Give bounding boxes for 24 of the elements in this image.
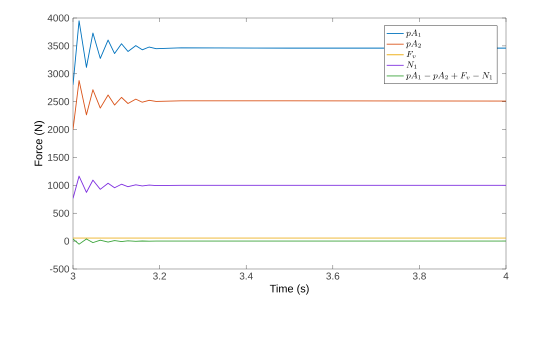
x-tick-label: 3.6 — [326, 272, 340, 280]
legend-label: $N_1$ — [406, 62, 417, 69]
legend-label: $pA_1$ — [406, 29, 421, 38]
y-tick-label: 2500 — [48, 98, 70, 106]
y-tick-label: 2000 — [48, 126, 70, 134]
x-tick-label: 4 — [503, 272, 508, 280]
legend-label: $pA_1-pA_2+F_v-N_1$ — [406, 72, 492, 80]
y-tick-label: 1500 — [48, 154, 70, 161]
y-tick-label: 3000 — [48, 70, 70, 78]
legend-label: $pA_2$ — [406, 40, 421, 48]
x-tick-label: 3.4 — [240, 272, 253, 280]
x-tick-label: 3 — [70, 272, 76, 280]
y-tick-label: 4000 — [48, 14, 70, 22]
line-series — [73, 80, 506, 130]
y-tick-label: 0 — [64, 238, 70, 245]
y-axis-title: Force (N) — [34, 121, 44, 166]
x-axis-title: Time (s) — [270, 284, 309, 295]
y-tick-label: -500 — [50, 265, 70, 273]
x-tick-label: 3.2 — [153, 272, 166, 280]
legend-label: $F_v$ — [406, 50, 416, 58]
y-tick-label: 500 — [53, 210, 70, 217]
y-tick-label: 3500 — [48, 42, 70, 50]
y-tick-label: 1000 — [48, 182, 70, 189]
x-tick-label: 3.8 — [412, 272, 426, 280]
